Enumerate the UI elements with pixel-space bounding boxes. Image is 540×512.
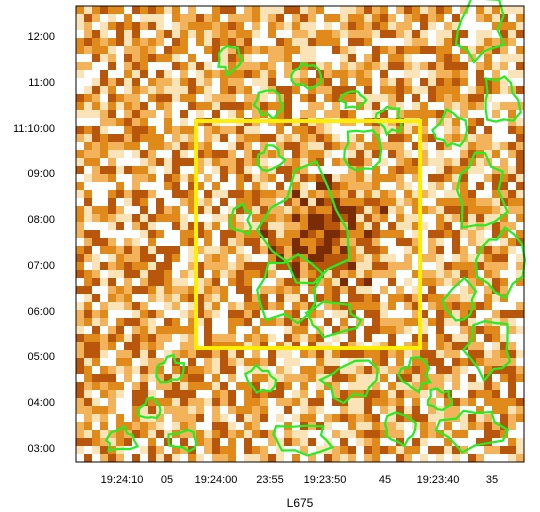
x-tick-label: 19:23:40 — [417, 474, 460, 486]
contour-line — [136, 396, 162, 420]
contour-line — [155, 353, 186, 384]
y-tick-label: 11:10:00 — [13, 123, 55, 135]
figure-caption: L675 — [287, 496, 314, 510]
y-tick-label: 09:00 — [27, 168, 55, 180]
contour-line — [343, 129, 383, 172]
image-frame — [75, 5, 525, 463]
x-axis-labels: 19:24:10 05 19:24:00 23:55 19:23:50 45 19:23:4… — [101, 474, 499, 486]
y-axis-labels: 12:00 11:00 11:10:00 09:00 08:00 07:00 06:00 05… — [13, 31, 55, 455]
x-tick-label: 19:24:00 — [195, 474, 238, 486]
contour-line — [243, 363, 278, 394]
y-tick-label: 05:00 — [27, 351, 55, 363]
contour-line — [256, 252, 325, 325]
x-tick-label: 19:24:10 — [101, 474, 144, 486]
y-tick-label: 12:00 — [27, 31, 55, 43]
sky-image — [76, 6, 524, 462]
x-tick-label: 19:23:50 — [304, 474, 347, 486]
y-tick-label: 03:00 — [27, 443, 55, 455]
x-tick-label: 23:55 — [256, 474, 284, 486]
highlight-box — [194, 119, 422, 350]
contour-line — [272, 424, 335, 457]
contour-line — [383, 411, 417, 448]
contour-line — [474, 226, 527, 300]
y-tick-label: 06:00 — [27, 306, 55, 318]
contour-line — [455, 151, 509, 230]
contour-line — [484, 75, 522, 123]
contour-line — [290, 61, 323, 91]
contour-line — [441, 276, 478, 322]
contour-line — [454, 0, 506, 64]
contour-line — [252, 89, 285, 121]
contour-line — [431, 107, 469, 148]
contour-line — [434, 409, 510, 454]
y-tick-label: 04:00 — [27, 397, 55, 409]
y-tick-label: 11:00 — [28, 77, 55, 89]
y-tick-label: 08:00 — [27, 214, 55, 226]
contour-line — [304, 300, 363, 339]
contour-line — [337, 90, 368, 110]
y-tick-label: 07:00 — [27, 260, 55, 272]
contour-line — [461, 319, 512, 383]
contour-line — [104, 425, 140, 453]
x-tick-label: 35 — [486, 474, 498, 486]
contour-line — [167, 428, 198, 453]
contour-line — [317, 359, 379, 405]
contour-line — [229, 201, 253, 236]
x-tick-label: 45 — [379, 474, 391, 486]
contour-line — [397, 356, 432, 394]
contour-line — [256, 144, 287, 172]
contour-line — [217, 44, 244, 78]
x-tick-label: 05 — [161, 474, 173, 486]
contour-line — [426, 387, 454, 412]
